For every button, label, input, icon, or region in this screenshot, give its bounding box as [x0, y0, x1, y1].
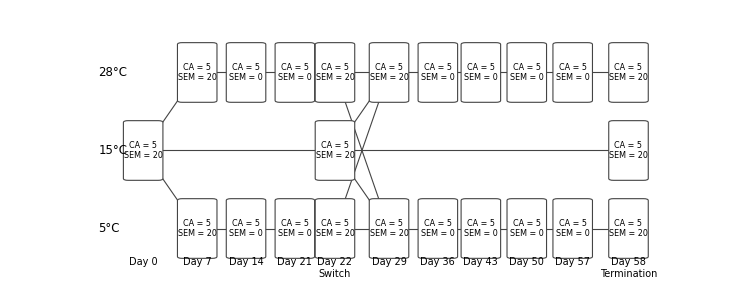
- Text: Day 14: Day 14: [229, 257, 263, 267]
- FancyBboxPatch shape: [553, 199, 592, 258]
- FancyBboxPatch shape: [369, 199, 409, 258]
- Text: CA = 5
SEM = 20: CA = 5 SEM = 20: [609, 219, 648, 238]
- Text: CA = 5
SEM = 0: CA = 5 SEM = 0: [278, 219, 312, 238]
- Text: CA = 5
SEM = 0: CA = 5 SEM = 0: [556, 219, 590, 238]
- Text: Day 43: Day 43: [464, 257, 498, 267]
- FancyBboxPatch shape: [315, 43, 355, 102]
- FancyBboxPatch shape: [226, 43, 266, 102]
- Text: Day 21: Day 21: [278, 257, 312, 267]
- FancyBboxPatch shape: [609, 199, 648, 258]
- Text: CA = 5
SEM = 20: CA = 5 SEM = 20: [316, 219, 355, 238]
- Text: CA = 5
SEM = 0: CA = 5 SEM = 0: [230, 219, 263, 238]
- FancyBboxPatch shape: [178, 199, 217, 258]
- FancyBboxPatch shape: [124, 121, 163, 180]
- FancyBboxPatch shape: [553, 43, 592, 102]
- Text: CA = 5
SEM = 0: CA = 5 SEM = 0: [278, 63, 312, 82]
- FancyBboxPatch shape: [315, 199, 355, 258]
- Text: Day 36: Day 36: [421, 257, 455, 267]
- Text: Day 0: Day 0: [129, 257, 158, 267]
- Text: CA = 5
SEM = 20: CA = 5 SEM = 20: [316, 141, 355, 160]
- Text: Day 50: Day 50: [509, 257, 544, 267]
- Text: CA = 5
SEM = 20: CA = 5 SEM = 20: [178, 219, 217, 238]
- FancyBboxPatch shape: [226, 199, 266, 258]
- Text: Day 29: Day 29: [371, 257, 406, 267]
- FancyBboxPatch shape: [609, 43, 648, 102]
- Text: 5°C: 5°C: [98, 222, 120, 235]
- FancyBboxPatch shape: [178, 43, 217, 102]
- Text: CA = 5
SEM = 0: CA = 5 SEM = 0: [510, 219, 544, 238]
- Text: CA = 5
SEM = 20: CA = 5 SEM = 20: [370, 219, 409, 238]
- Text: CA = 5
SEM = 20: CA = 5 SEM = 20: [124, 141, 163, 160]
- FancyBboxPatch shape: [275, 43, 315, 102]
- FancyBboxPatch shape: [418, 43, 458, 102]
- FancyBboxPatch shape: [609, 121, 648, 180]
- Text: Day 58
Termination: Day 58 Termination: [600, 257, 657, 279]
- Text: CA = 5
SEM = 0: CA = 5 SEM = 0: [230, 63, 263, 82]
- FancyBboxPatch shape: [369, 43, 409, 102]
- Text: CA = 5
SEM = 0: CA = 5 SEM = 0: [556, 63, 590, 82]
- FancyBboxPatch shape: [418, 199, 458, 258]
- Text: CA = 5
SEM = 20: CA = 5 SEM = 20: [316, 63, 355, 82]
- Text: 28°C: 28°C: [98, 66, 128, 79]
- Text: Day 57: Day 57: [555, 257, 590, 267]
- Text: Day 22
Switch: Day 22 Switch: [317, 257, 352, 279]
- Text: CA = 5
SEM = 0: CA = 5 SEM = 0: [421, 63, 454, 82]
- FancyBboxPatch shape: [275, 199, 315, 258]
- Text: CA = 5
SEM = 0: CA = 5 SEM = 0: [464, 219, 498, 238]
- Text: CA = 5
SEM = 20: CA = 5 SEM = 20: [370, 63, 409, 82]
- FancyBboxPatch shape: [461, 43, 501, 102]
- Text: CA = 5
SEM = 0: CA = 5 SEM = 0: [421, 219, 454, 238]
- FancyBboxPatch shape: [507, 199, 547, 258]
- Text: CA = 5
SEM = 20: CA = 5 SEM = 20: [609, 63, 648, 82]
- FancyBboxPatch shape: [315, 121, 355, 180]
- FancyBboxPatch shape: [461, 199, 501, 258]
- Text: CA = 5
SEM = 0: CA = 5 SEM = 0: [464, 63, 498, 82]
- Text: CA = 5
SEM = 0: CA = 5 SEM = 0: [510, 63, 544, 82]
- Text: CA = 5
SEM = 20: CA = 5 SEM = 20: [178, 63, 217, 82]
- Text: 15°C: 15°C: [98, 144, 128, 157]
- Text: Day 7: Day 7: [183, 257, 211, 267]
- Text: CA = 5
SEM = 20: CA = 5 SEM = 20: [609, 141, 648, 160]
- FancyBboxPatch shape: [507, 43, 547, 102]
